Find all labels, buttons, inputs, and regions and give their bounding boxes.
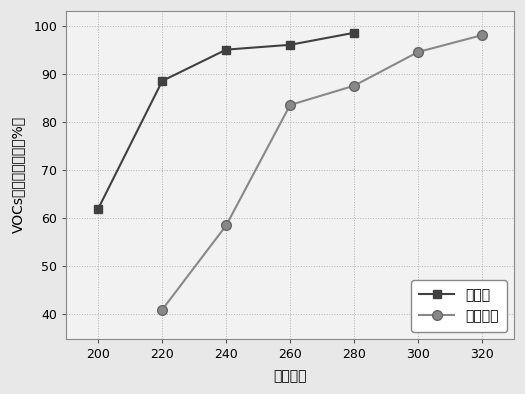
乙酸乙酯 [287, 103, 293, 108]
乙酸乙酯 [351, 84, 357, 88]
Line: 乙酸乙酯: 乙酸乙酯 [158, 30, 487, 314]
Y-axis label: VOCs催化燃烧效率（%）: VOCs催化燃烧效率（%） [11, 116, 25, 233]
Legend: 二甲苯, 乙酸乙酯: 二甲苯, 乙酸乙酯 [411, 280, 507, 332]
二甲苯 [287, 43, 293, 47]
X-axis label: 反应温度: 反应温度 [274, 369, 307, 383]
乙酸乙酯 [223, 223, 229, 228]
Line: 二甲苯: 二甲苯 [94, 29, 358, 213]
乙酸乙酯 [159, 307, 165, 312]
乙酸乙酯 [479, 33, 485, 37]
乙酸乙酯 [415, 50, 421, 54]
二甲苯 [159, 78, 165, 83]
二甲苯 [351, 30, 357, 35]
二甲苯 [95, 206, 101, 211]
二甲苯 [223, 47, 229, 52]
